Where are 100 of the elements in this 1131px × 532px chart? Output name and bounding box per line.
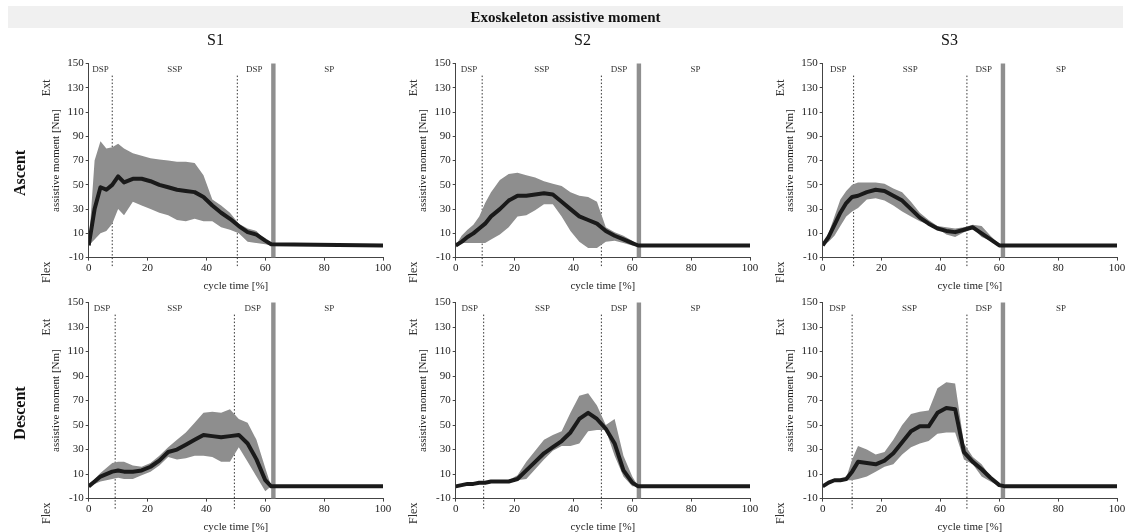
x-tick-label: 20 bbox=[876, 261, 888, 274]
y-tick-label: 110 bbox=[434, 344, 452, 357]
y-axis-title: assistive moment [Nm] bbox=[49, 349, 62, 452]
x-tick-label: 40 bbox=[567, 261, 580, 274]
text: Flex bbox=[406, 261, 421, 283]
y-tick-label: 10 bbox=[439, 466, 452, 479]
y-tick-label: 90 bbox=[439, 129, 452, 142]
y-tick-label: 150 bbox=[801, 295, 819, 308]
text: Ext bbox=[773, 78, 788, 97]
y-axis-title: assistive moment [Nm] bbox=[416, 349, 429, 452]
x-tick-label: 0 bbox=[85, 261, 92, 274]
y-tick-label: 110 bbox=[801, 104, 819, 117]
x-tick-label: 0 bbox=[85, 502, 92, 515]
x-tick-label: 0 bbox=[819, 502, 826, 515]
annotation: DSP bbox=[975, 64, 993, 75]
text: Exoskeleton assistive moment bbox=[8, 6, 1123, 28]
y-tick-label: -10 bbox=[436, 250, 452, 263]
x-tick-label: 40 bbox=[934, 502, 947, 515]
y-tick-label: 30 bbox=[439, 201, 452, 214]
chart-title: S1 bbox=[206, 31, 225, 49]
annotation: SP bbox=[1056, 64, 1067, 75]
annotation: SSP bbox=[902, 64, 918, 75]
x-tick-label: 0 bbox=[819, 261, 826, 274]
x-tick-label: 80 bbox=[685, 261, 698, 274]
x-tick-label: 40 bbox=[200, 502, 213, 515]
y-axis-title: assistive moment [Nm] bbox=[416, 109, 429, 212]
y-tick-label: 150 bbox=[801, 56, 819, 69]
x-axis-title: cycle time [%] bbox=[203, 520, 269, 532]
x-tick-label: 60 bbox=[259, 502, 272, 515]
annotation: SP bbox=[690, 303, 701, 314]
x-tick-label: 80 bbox=[318, 502, 331, 515]
x-tick-label: 60 bbox=[993, 261, 1006, 274]
y-tick-label: 50 bbox=[439, 417, 452, 430]
x-tick-label: 80 bbox=[685, 502, 698, 515]
x-tick-label: 40 bbox=[200, 261, 213, 274]
annotation: SSP bbox=[534, 64, 550, 75]
x-tick-label: 100 bbox=[374, 502, 392, 515]
annotation: SSP bbox=[167, 303, 183, 314]
y-tick-label: 30 bbox=[72, 201, 85, 214]
y-tick-label: 150 bbox=[67, 56, 85, 69]
y-tick-label: 110 bbox=[67, 104, 85, 117]
y-tick-label: 50 bbox=[806, 417, 819, 430]
y-tick-label: 70 bbox=[439, 393, 452, 406]
y-tick-label: 30 bbox=[806, 201, 819, 214]
y-tick-label: 70 bbox=[806, 393, 819, 406]
y-tick-label: 10 bbox=[72, 226, 85, 239]
y-tick-label: 30 bbox=[439, 442, 452, 455]
x-axis-title: cycle time [%] bbox=[203, 279, 269, 292]
y-tick-label: 70 bbox=[72, 153, 85, 166]
x-tick-label: 100 bbox=[741, 261, 759, 274]
y-tick-label: 10 bbox=[72, 466, 85, 479]
y-tick-label: -10 bbox=[803, 491, 819, 504]
x-tick-label: 20 bbox=[509, 502, 521, 515]
y-tick-label: -10 bbox=[69, 491, 85, 504]
y-tick-label: 110 bbox=[434, 104, 452, 117]
text: Ext bbox=[406, 318, 421, 336]
annotation: SSP bbox=[902, 303, 918, 314]
y-tick-label: 50 bbox=[72, 417, 85, 430]
text: Ext bbox=[406, 78, 421, 97]
y-tick-label: -10 bbox=[436, 491, 452, 504]
y-tick-label: 10 bbox=[439, 226, 452, 239]
annotation: SSP bbox=[535, 303, 551, 314]
y-tick-label: 50 bbox=[439, 177, 452, 190]
text: Flex bbox=[406, 502, 421, 524]
annotation: DSP bbox=[244, 303, 262, 314]
y-tick-label: 90 bbox=[439, 368, 452, 381]
y-tick-label: 130 bbox=[67, 80, 85, 93]
y-tick-label: 70 bbox=[72, 393, 85, 406]
x-tick-label: 60 bbox=[626, 261, 639, 274]
x-tick-label: 60 bbox=[259, 261, 272, 274]
annotation: DSP bbox=[829, 64, 847, 75]
x-axis-title: cycle time [%] bbox=[570, 520, 636, 532]
y-tick-label: 150 bbox=[67, 295, 85, 308]
y-tick-label: 130 bbox=[434, 319, 452, 332]
y-tick-label: 90 bbox=[72, 368, 85, 381]
x-axis-title: cycle time [%] bbox=[937, 279, 1003, 292]
text: Flex bbox=[39, 261, 54, 283]
y-tick-label: 110 bbox=[801, 344, 819, 357]
y-tick-label: -10 bbox=[69, 250, 85, 263]
x-axis-title: cycle time [%] bbox=[570, 279, 636, 292]
annotation: DSP bbox=[610, 303, 628, 314]
x-tick-label: 80 bbox=[1052, 261, 1065, 274]
y-tick-label: 90 bbox=[806, 368, 819, 381]
x-tick-label: 100 bbox=[1108, 261, 1126, 274]
y-tick-label: 130 bbox=[801, 319, 819, 332]
x-tick-label: 20 bbox=[876, 502, 888, 515]
x-tick-label: 80 bbox=[318, 261, 331, 274]
annotation: DSP bbox=[93, 303, 111, 314]
x-tick-label: 40 bbox=[934, 261, 947, 274]
y-tick-label: 10 bbox=[806, 226, 819, 239]
annotation: DSP bbox=[829, 303, 846, 314]
y-tick-label: 30 bbox=[806, 442, 819, 455]
annotation: SP bbox=[1056, 303, 1067, 314]
annotation: DSP bbox=[975, 303, 993, 314]
y-tick-label: 130 bbox=[801, 80, 819, 93]
text: Flex bbox=[773, 261, 788, 283]
x-axis-title: cycle time [%] bbox=[937, 520, 1003, 532]
y-tick-label: 90 bbox=[806, 129, 819, 142]
y-tick-label: 130 bbox=[67, 319, 85, 332]
y-tick-label: 50 bbox=[72, 177, 85, 190]
